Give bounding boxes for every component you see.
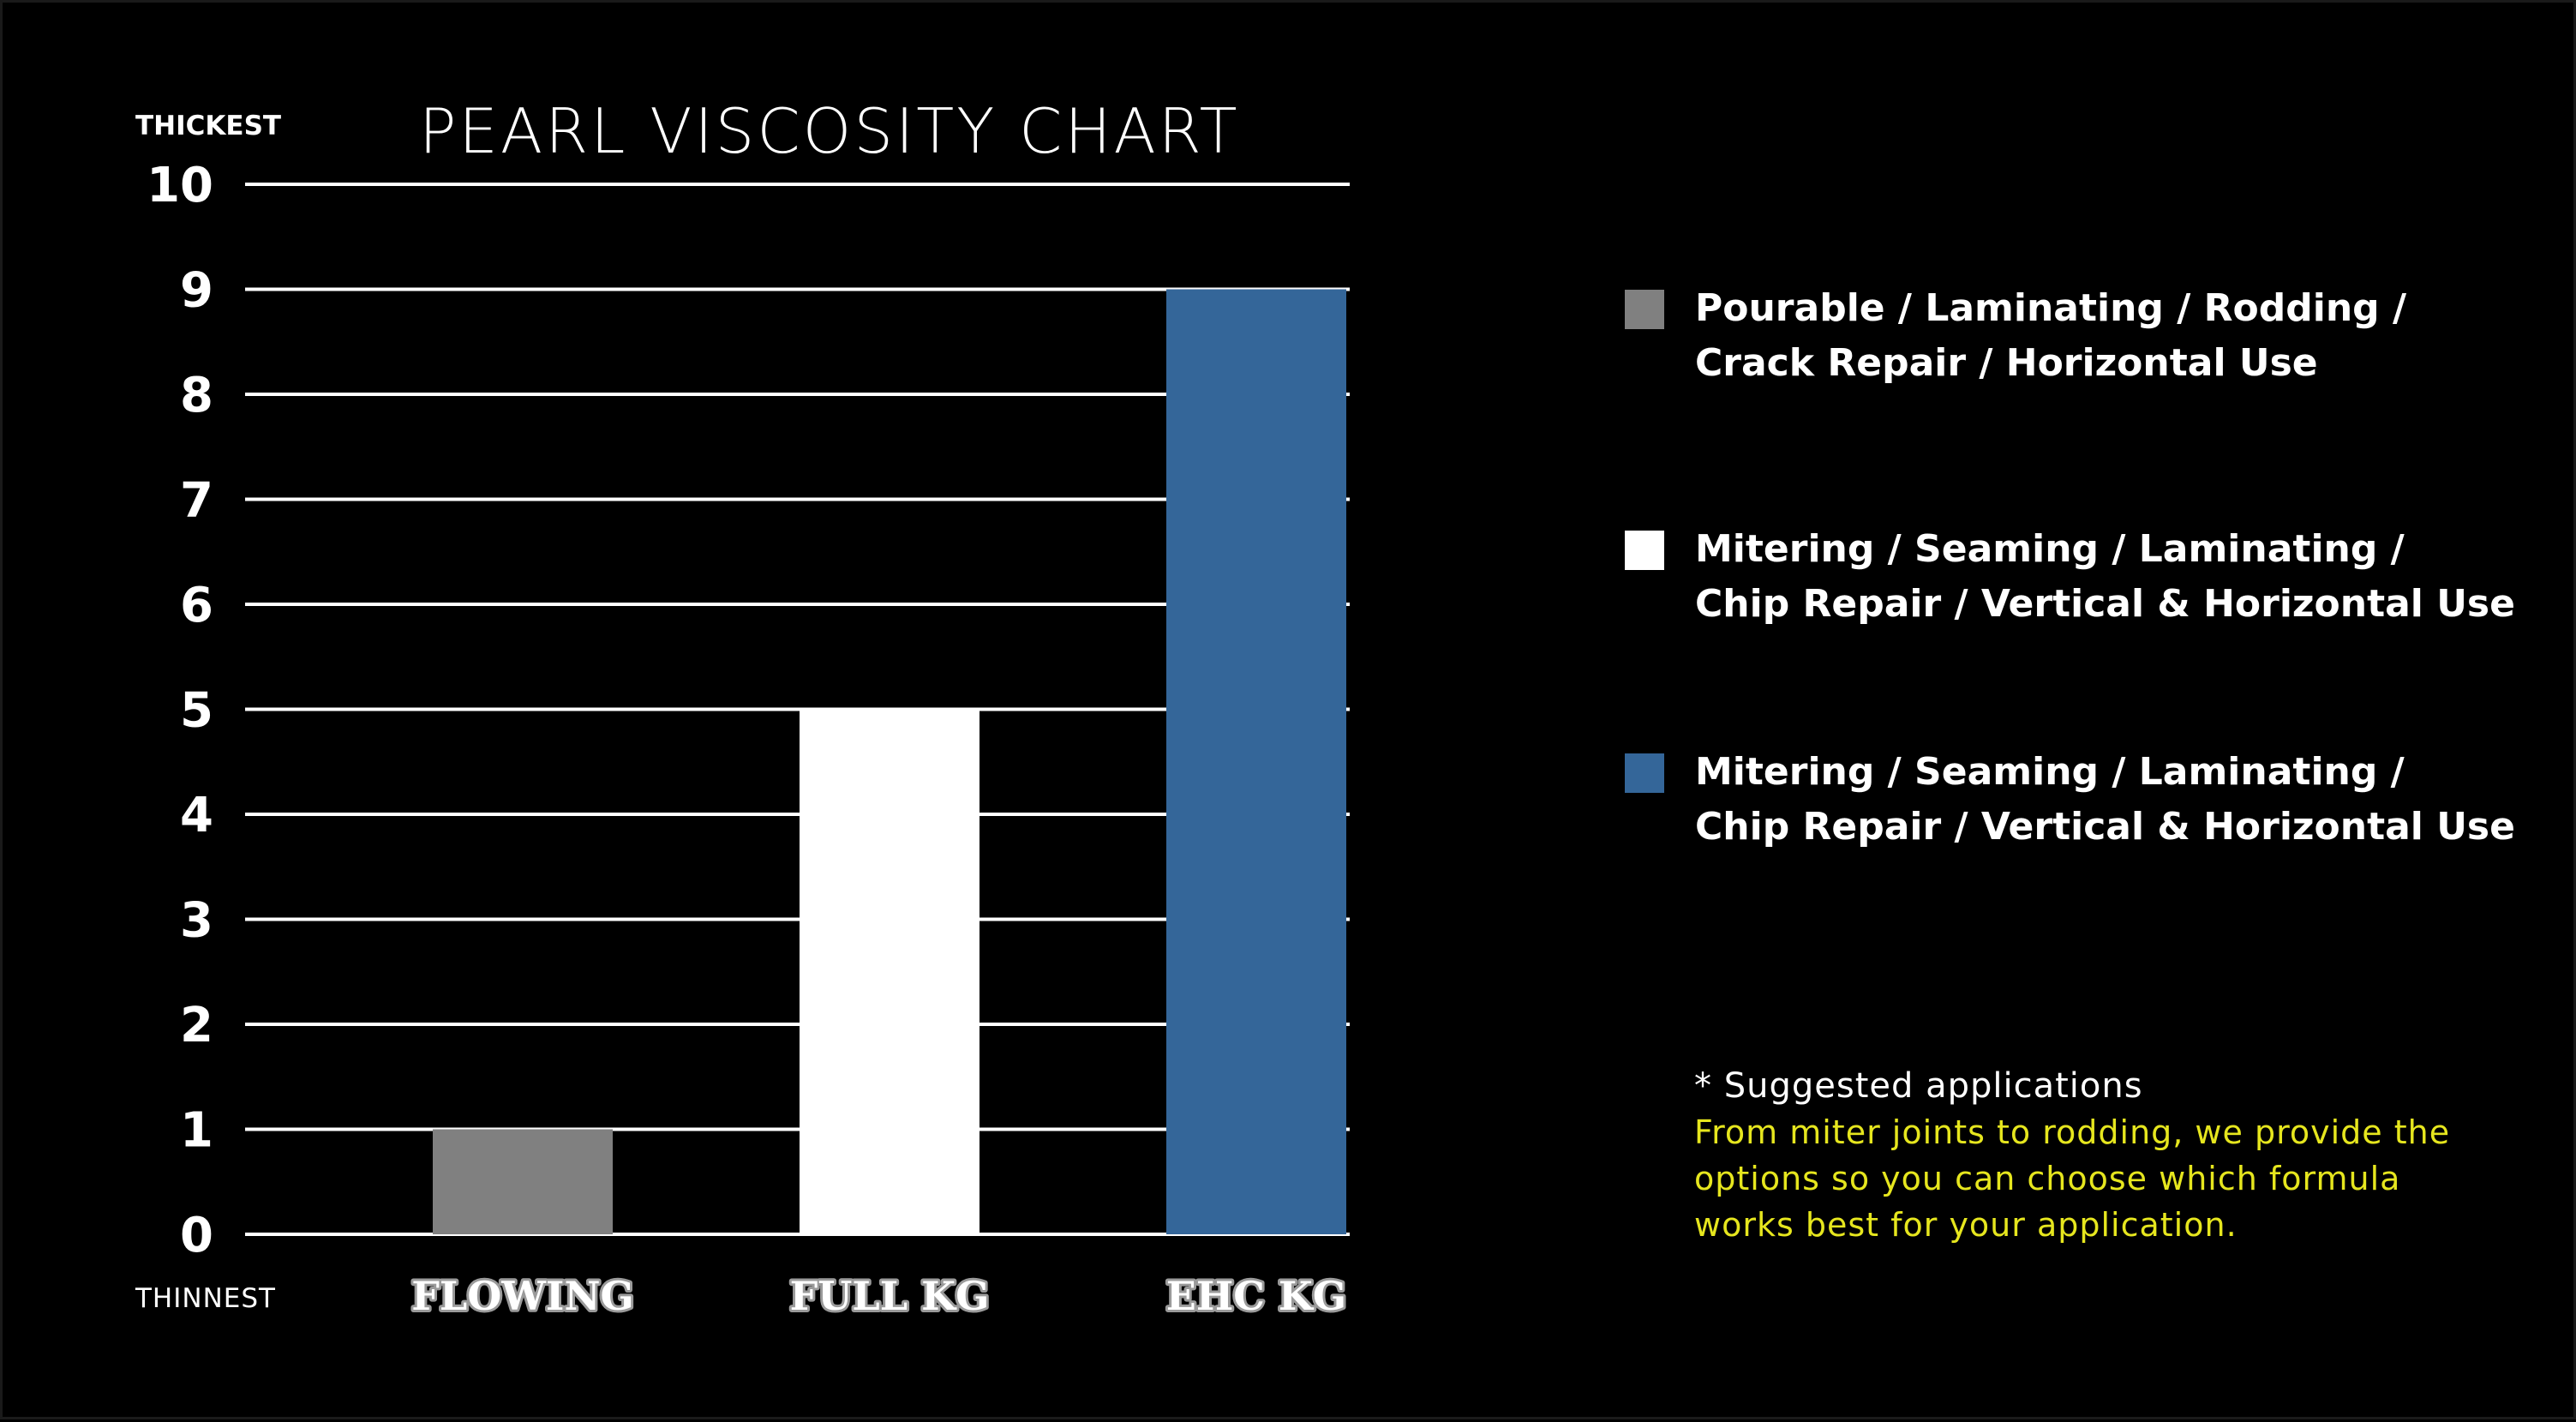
category-label-full-kg-outline: FULL KG xyxy=(790,1273,990,1319)
legend-swatch-gray xyxy=(1625,290,1664,329)
y-tick-label-6: 6 xyxy=(180,578,213,633)
legend-swatch-white xyxy=(1625,531,1664,570)
y-tick-label-10: 10 xyxy=(147,158,213,213)
legend-text-white: Mitering / Seaming / Laminating / Chip R… xyxy=(1695,527,2515,626)
y-tick-label-0: 0 xyxy=(180,1208,213,1263)
note-body: From miter joints to rodding, we provide… xyxy=(1694,1113,2451,1244)
legend-text-blue: Mitering / Seaming / Laminating / Chip R… xyxy=(1695,750,2515,849)
bar-full-kg xyxy=(800,709,979,1234)
category-label-ehc-kg-outline: EHC KG xyxy=(1166,1273,1346,1319)
y-axis-bottom-label: THINNEST xyxy=(135,1283,276,1314)
y-tick-label-2: 2 xyxy=(180,998,213,1053)
category-label-flowing: FLOWING xyxy=(411,1273,634,1319)
y-tick-label-4: 4 xyxy=(180,788,213,843)
y-tick-label-1: 1 xyxy=(180,1103,213,1159)
chart-title: PEARL VISCOSITY CHART xyxy=(419,95,1240,167)
suggested-applications-note: * Suggested applications From miter join… xyxy=(1694,1063,2517,1248)
y-tick-label-3: 3 xyxy=(180,893,213,949)
bar-flowing xyxy=(433,1129,613,1234)
y-tick-label-9: 9 xyxy=(180,263,213,319)
category-label-ehc-kg: EHC KG xyxy=(1166,1273,1346,1319)
legend-swatch-blue xyxy=(1625,753,1664,793)
y-tick-label-7: 7 xyxy=(180,473,213,529)
note-heading: * Suggested applications xyxy=(1694,1066,2143,1106)
category-label-full-kg: FULL KG xyxy=(790,1273,990,1319)
y-tick-label-8: 8 xyxy=(180,368,213,423)
bar-ehc-kg xyxy=(1166,289,1346,1234)
y-axis-top-label: THICKEST xyxy=(135,111,282,141)
legend-text-gray: Pourable / Laminating / Rodding / Crack … xyxy=(1695,286,2407,385)
category-label-flowing-outline: FLOWING xyxy=(411,1273,634,1319)
y-tick-label-5: 5 xyxy=(180,683,213,739)
